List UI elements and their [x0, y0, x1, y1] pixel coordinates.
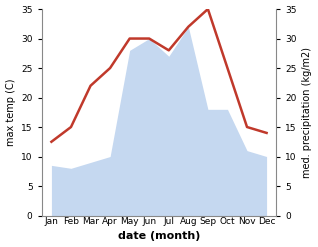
X-axis label: date (month): date (month): [118, 231, 200, 242]
Y-axis label: med. precipitation (kg/m2): med. precipitation (kg/m2): [302, 47, 313, 178]
Y-axis label: max temp (C): max temp (C): [5, 79, 16, 146]
